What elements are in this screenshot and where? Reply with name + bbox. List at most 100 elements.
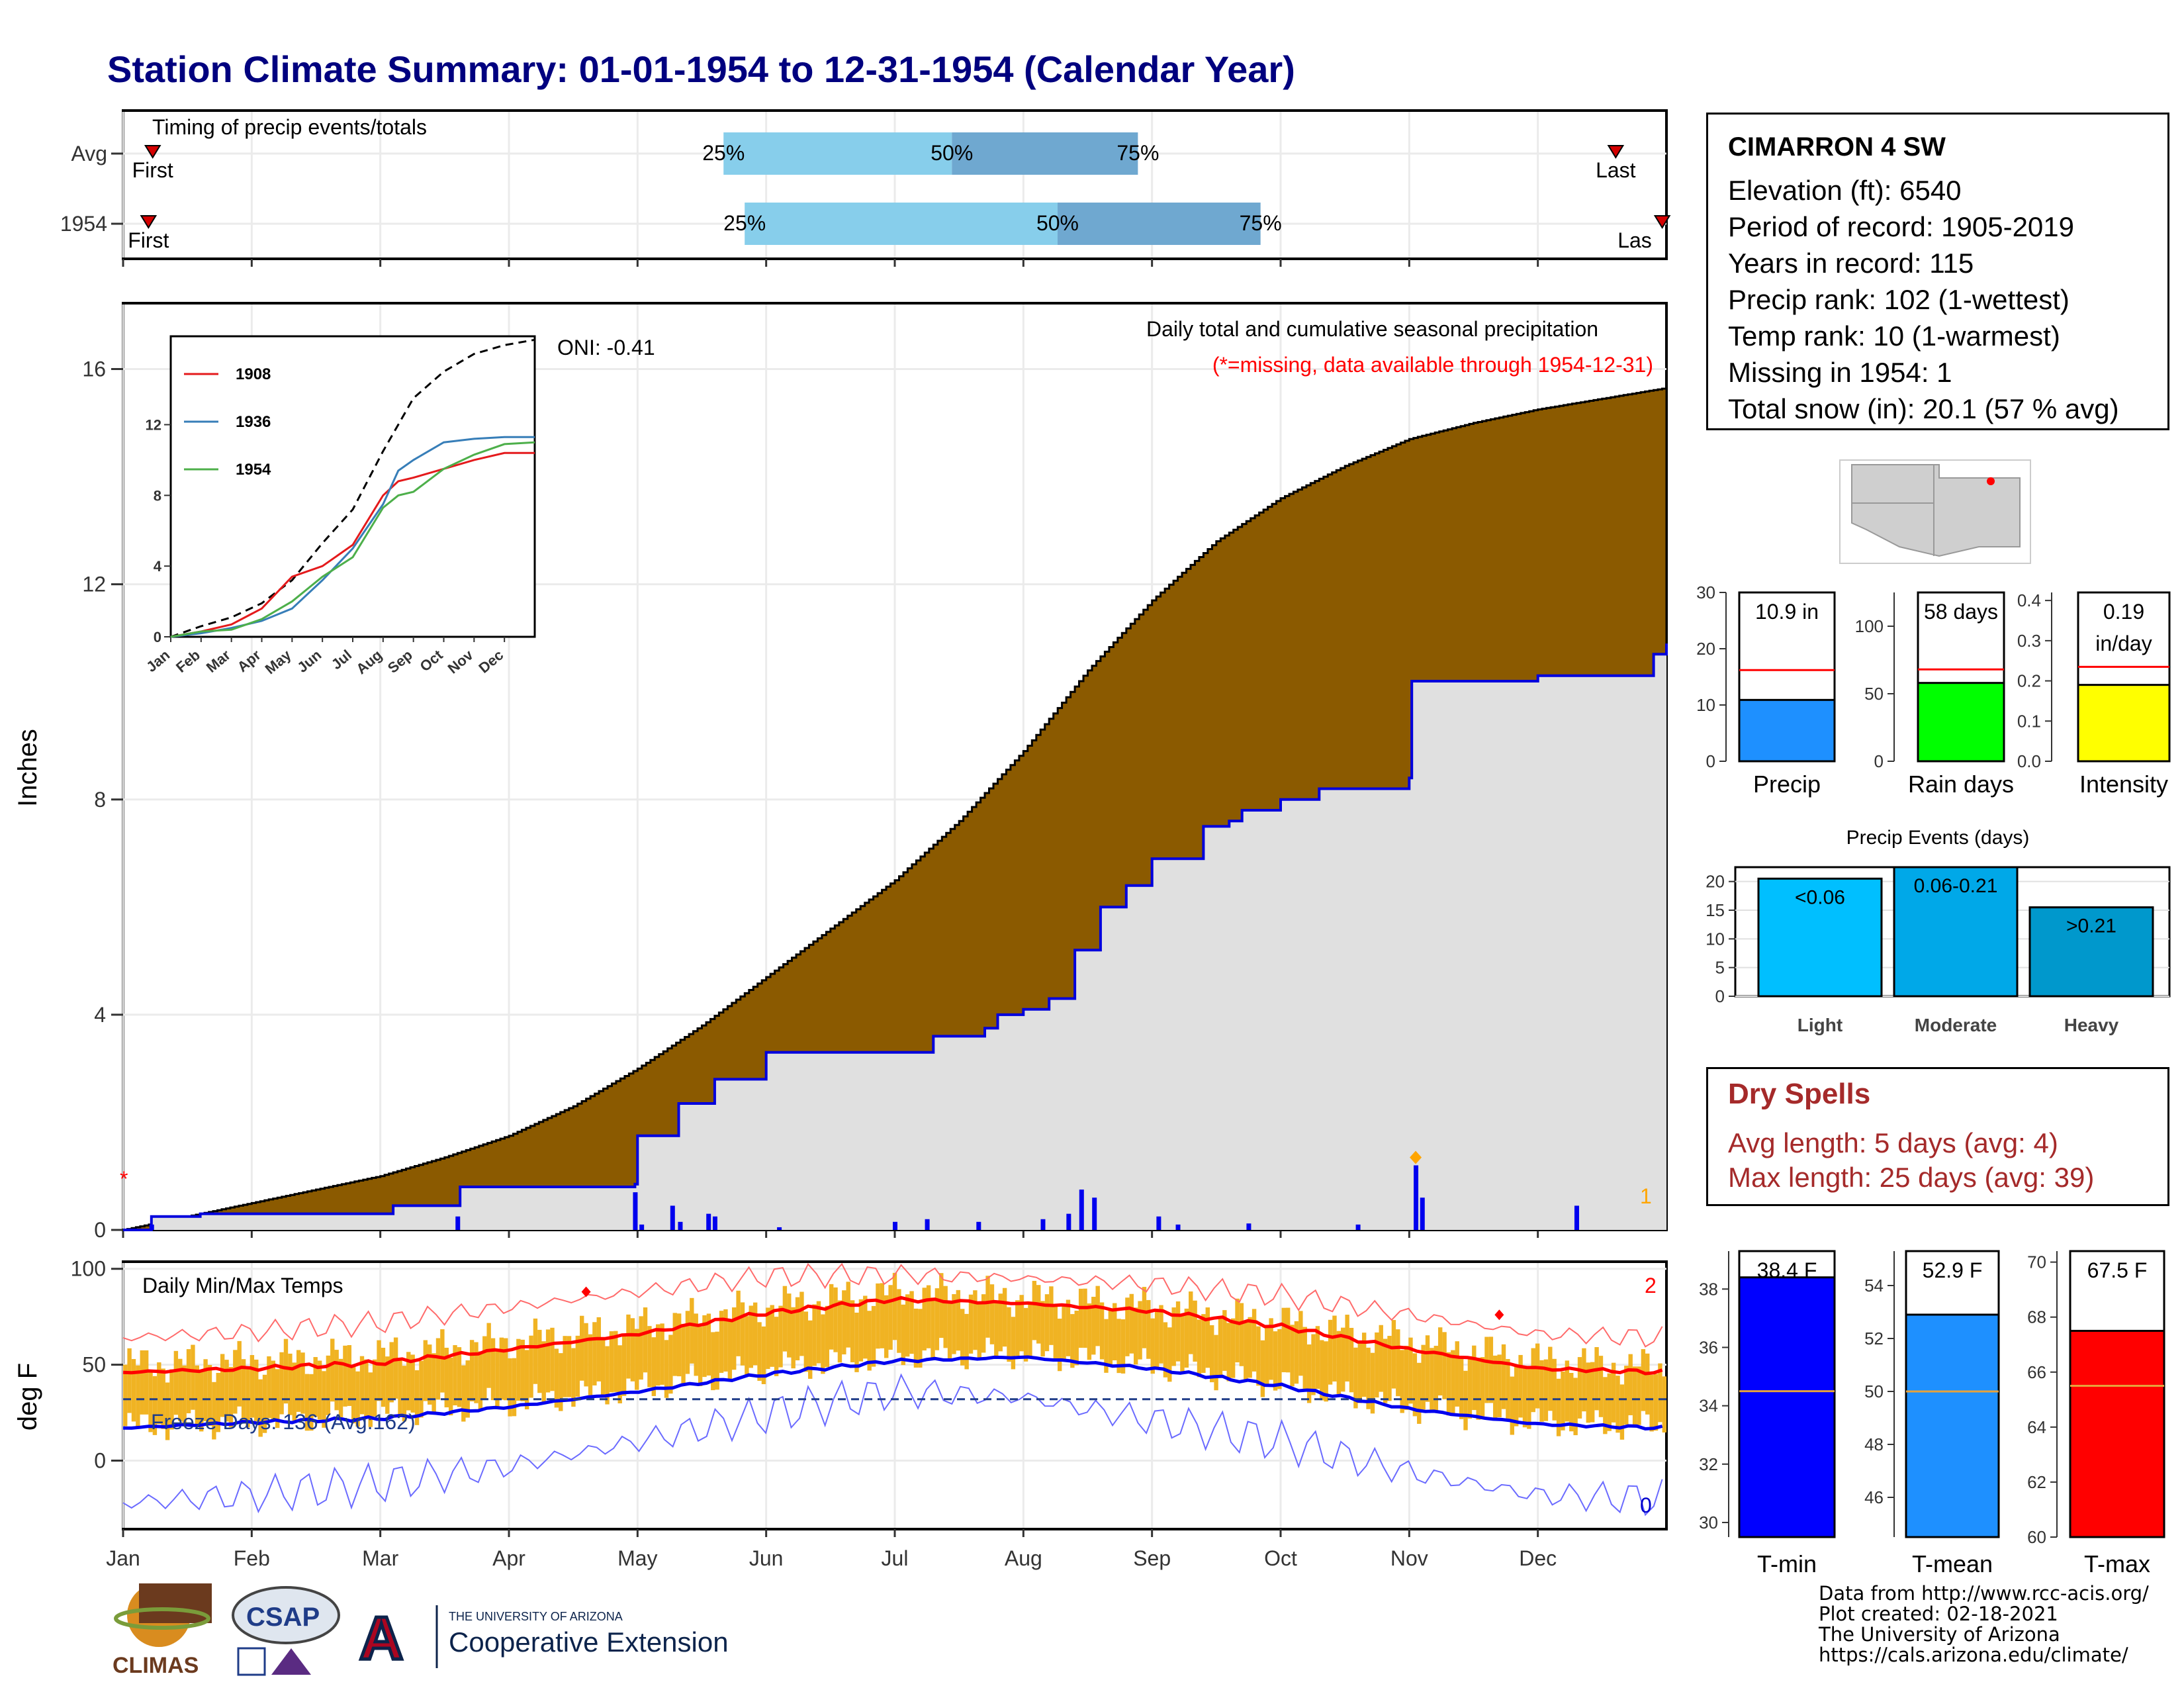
daily-temp-bar <box>584 1323 588 1387</box>
daily-temp-bar <box>651 1337 657 1396</box>
station-missing: Missing in 1954: 1 <box>1728 357 1952 388</box>
daily-temp-bar <box>486 1323 491 1388</box>
daily-temp-bar <box>647 1326 652 1387</box>
daily-precip-bar <box>670 1205 675 1230</box>
tmin-y-tick-label: 38 <box>1699 1279 1718 1299</box>
daily-temp-bar <box>131 1359 136 1422</box>
daily-temp-bar <box>1087 1303 1092 1360</box>
daily-temp-bar <box>934 1288 940 1350</box>
timing-box-upper <box>1057 203 1261 245</box>
daily-temp-bar <box>588 1334 593 1395</box>
daily-temp-bar <box>1624 1366 1629 1425</box>
daily-precip-bar <box>639 1224 645 1230</box>
daily-temp-bar <box>1641 1349 1646 1411</box>
daily-temp-bar <box>719 1311 724 1373</box>
daily-temp-bar <box>402 1366 407 1422</box>
daily-temp-bar <box>1543 1359 1549 1421</box>
daily-temp-bar <box>723 1309 728 1372</box>
tmean-y-tick-label: 46 <box>1864 1487 1884 1507</box>
credit-line: https://cals.arizona.edu/climate/ <box>1819 1644 2128 1666</box>
raindays-bar <box>1917 682 2005 763</box>
daily-temp-bar <box>977 1302 981 1360</box>
month-tick-label: Aug <box>1005 1546 1042 1570</box>
ua-logo-small: THE UNIVERSITY OF ARIZONA <box>449 1610 623 1623</box>
daily-temp-bar <box>1218 1317 1223 1377</box>
precip-corner-count: 1 <box>1640 1184 1652 1208</box>
daily-temp-bar <box>563 1336 567 1397</box>
event-bar <box>1757 877 1883 998</box>
daily-temp-bar <box>1070 1314 1075 1368</box>
daily-temp-bar <box>212 1382 216 1440</box>
daily-temp-bar <box>1214 1335 1218 1391</box>
first-event-label: First <box>128 228 169 252</box>
daily-temp-bar <box>1113 1303 1117 1360</box>
precip-value-label: 10.9 in <box>1755 600 1819 624</box>
daily-temp-bar <box>1062 1305 1066 1361</box>
daily-temp-bar <box>960 1309 965 1366</box>
dry-spells-title: Dry Spells <box>1728 1078 1871 1110</box>
daily-temp-bar <box>850 1300 855 1362</box>
first-event-marker <box>140 215 158 229</box>
daily-temp-bar <box>681 1323 686 1385</box>
credit-line: The University of Arizona <box>1819 1623 2060 1646</box>
inset-legend-label: 1908 <box>236 365 271 383</box>
first-event-label: First <box>132 158 173 182</box>
daily-temp-bar <box>1497 1354 1502 1418</box>
daily-temp-bar <box>778 1305 783 1368</box>
daily-temp-bar <box>233 1350 238 1414</box>
daily-temp-bar <box>698 1327 703 1387</box>
daily-temp-bar <box>207 1364 212 1426</box>
daily-temp-bar <box>1366 1347 1371 1409</box>
daily-temp-bar <box>571 1348 576 1407</box>
daily-temp-bar <box>1104 1319 1109 1373</box>
daily-temp-bar <box>1260 1340 1265 1397</box>
daily-temp-bar <box>1281 1307 1286 1372</box>
daily-temp-bar <box>1611 1362 1616 1423</box>
daily-temp-bar <box>1193 1300 1197 1362</box>
daily-temp-bar <box>482 1336 487 1399</box>
dry-spells-panel: Dry Spells Avg length: 5 days (avg: 4) M… <box>1706 1067 2169 1206</box>
daily-temp-bar <box>711 1332 715 1391</box>
daily-temp-bar <box>871 1305 876 1367</box>
daily-temp-bar <box>909 1291 914 1354</box>
daily-temp-bar <box>931 1297 935 1358</box>
daily-temp-bar <box>981 1294 986 1353</box>
daily-temp-bar <box>1556 1378 1561 1436</box>
daily-temp-bar <box>1159 1305 1163 1364</box>
daily-temp-bar <box>1180 1314 1185 1372</box>
daily-temp-bar <box>596 1317 601 1382</box>
precip-note-title: Daily total and cumulative seasonal prec… <box>1146 317 1598 341</box>
timing-p50-label: 50% <box>931 141 973 165</box>
daily-temp-bar <box>1265 1326 1269 1387</box>
daily-temp-bar <box>858 1299 864 1362</box>
tmin-category-label: T-min <box>1757 1550 1817 1577</box>
daily-temp-bar <box>1311 1334 1316 1395</box>
daily-temp-bar <box>592 1322 597 1385</box>
daily-temp-bar <box>1437 1327 1443 1396</box>
daily-temp-bar <box>296 1350 301 1412</box>
daily-temp-bar <box>1459 1356 1464 1419</box>
daily-temp-bar <box>1615 1376 1620 1433</box>
daily-temp-bar <box>770 1305 774 1367</box>
daily-temp-bar <box>1531 1348 1535 1413</box>
daily-temp-bar <box>545 1329 551 1393</box>
precip-y-tick-label: 4 <box>94 1003 106 1027</box>
daily-temp-bar <box>559 1353 563 1411</box>
tmean-y-tick-label: 54 <box>1864 1276 1884 1295</box>
daily-temp-bar <box>1628 1354 1633 1415</box>
daily-temp-bar <box>913 1308 919 1368</box>
daily-temp-bar <box>1129 1293 1134 1354</box>
daily-temp-bar <box>461 1365 466 1422</box>
daily-temp-bar <box>1239 1303 1244 1366</box>
station-period: Period of record: 1905-2019 <box>1728 211 2075 242</box>
csap-logo: CSAP <box>232 1585 340 1685</box>
daily-temp-bar <box>178 1358 183 1421</box>
daily-temp-bar <box>918 1309 923 1368</box>
daily-temp-bar <box>304 1374 310 1431</box>
month-tick-label: Sep <box>1133 1546 1171 1570</box>
daily-temp-bar <box>1205 1307 1210 1368</box>
daily-precip-bar <box>1156 1216 1161 1230</box>
daily-temp-bar <box>567 1336 572 1397</box>
daily-temp-bar <box>1446 1352 1451 1416</box>
daily-temp-bar <box>419 1360 424 1418</box>
